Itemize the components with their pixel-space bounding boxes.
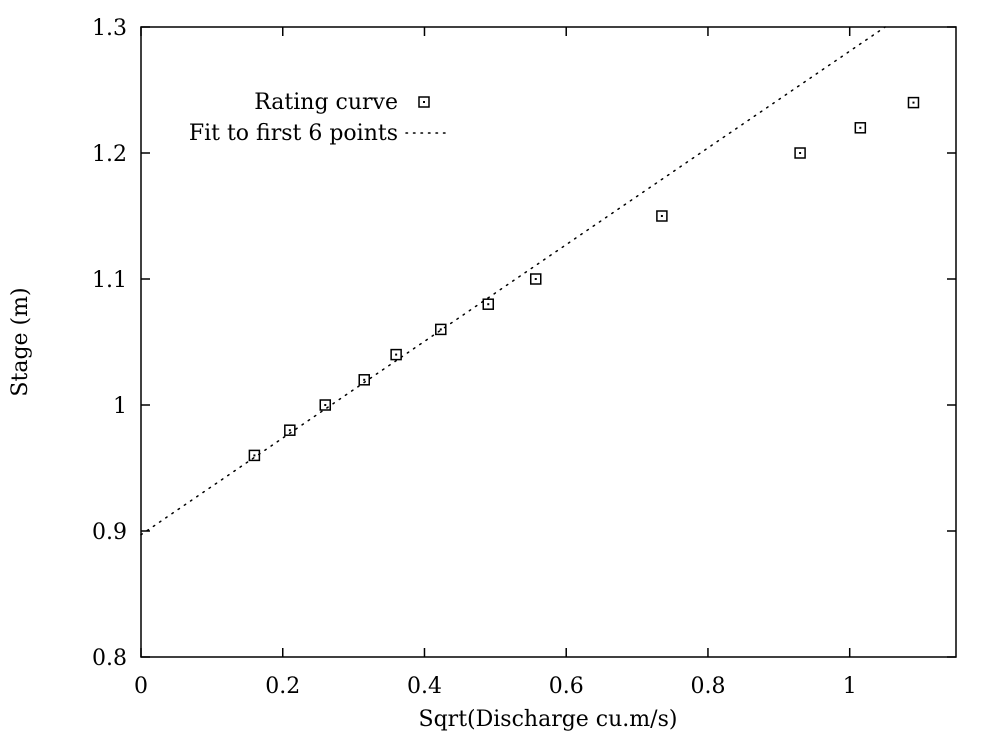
x-axis-label: Sqrt(Discharge cu.m/s) xyxy=(419,707,678,732)
x-tick-label: 0.6 xyxy=(549,674,584,699)
x-tick-label: 1 xyxy=(843,674,857,699)
series-layer xyxy=(140,26,920,536)
data-point xyxy=(794,147,806,159)
legend: Rating curve Fit to first 6 points xyxy=(189,90,447,146)
data-point xyxy=(656,210,668,222)
data-point xyxy=(390,348,402,361)
y-tick-label: 1.1 xyxy=(92,268,127,293)
data-point xyxy=(358,374,370,386)
y-tick-label: 0.9 xyxy=(92,520,127,545)
x-tick-label: 0.8 xyxy=(690,674,725,699)
x-tick-label: 0.2 xyxy=(265,674,300,699)
y-tick-label: 1.2 xyxy=(92,142,127,167)
plot-frame xyxy=(140,26,957,658)
x-tick-label: 0 xyxy=(134,674,148,699)
data-point xyxy=(482,298,495,310)
legend-label-fit: Fit to first 6 points xyxy=(189,121,398,146)
ticks xyxy=(140,26,956,658)
legend-marker-square xyxy=(418,96,430,108)
data-point xyxy=(435,323,447,336)
data-point xyxy=(529,273,542,285)
y-tick-label: 1.3 xyxy=(92,16,127,41)
x-tick-label: 0.4 xyxy=(407,674,442,699)
tick-labels: 0 0.2 0.4 0.6 0.8 1 0.8 0.9 1 1.1 1.2 1.3 xyxy=(92,16,857,699)
legend-marker-rating-curve xyxy=(418,96,430,108)
data-point xyxy=(907,96,920,109)
y-tick-label: 0.8 xyxy=(92,646,127,671)
data-point xyxy=(248,449,261,462)
fit-line xyxy=(140,26,886,536)
data-point xyxy=(854,122,867,134)
y-tick-label: 1 xyxy=(113,394,127,419)
data-point xyxy=(319,399,332,411)
legend-label-rating-curve: Rating curve xyxy=(254,90,398,115)
data-point xyxy=(284,424,296,436)
y-axis-label: Stage (m) xyxy=(8,287,33,396)
